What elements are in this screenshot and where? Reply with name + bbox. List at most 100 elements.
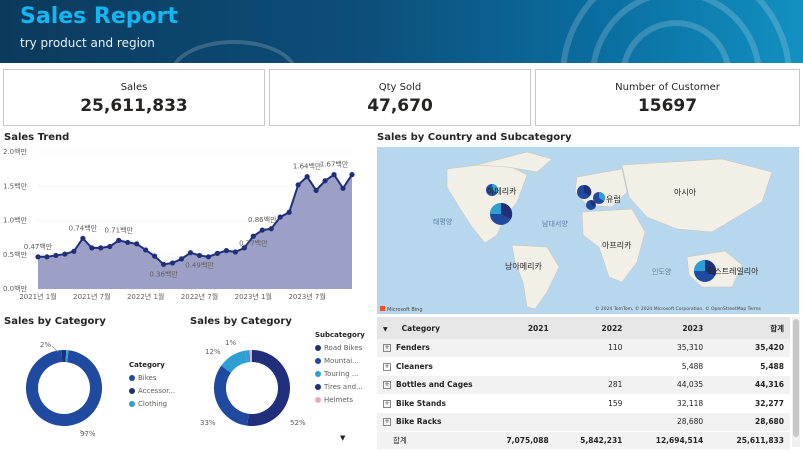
map-title: Sales by Country and Subcategory xyxy=(377,132,572,143)
trend-points xyxy=(35,172,355,267)
trend-point[interactable] xyxy=(178,256,185,262)
trend-point[interactable] xyxy=(62,251,68,257)
sales-map[interactable]: 아메리카 유럽 아시아 아프리카 남아메리카 오스트레일리아 태평양 남대서양 … xyxy=(377,147,799,314)
legend-item-touring[interactable]: Touring ... xyxy=(315,370,375,378)
category-donut-chart[interactable]: 2% 97% xyxy=(0,330,125,445)
bubble-us-west[interactable] xyxy=(486,184,498,196)
trend-point[interactable] xyxy=(71,248,77,254)
expand-icon[interactable]: + xyxy=(383,362,391,371)
donut-slice[interactable] xyxy=(247,350,290,426)
donut-slice[interactable] xyxy=(221,350,248,373)
table-row[interactable]: + Bike Stands 159 32,118 32,277 xyxy=(377,394,790,413)
column-header[interactable]: 2023 xyxy=(628,317,710,339)
trend-point[interactable] xyxy=(313,187,319,193)
trend-point[interactable] xyxy=(259,227,265,233)
trend-data-label: 0.74백만 xyxy=(69,223,98,232)
bubble-germany[interactable] xyxy=(593,192,605,204)
kpi-qty-card[interactable]: Qty Sold 47,670 xyxy=(269,69,531,126)
trend-point[interactable] xyxy=(286,209,292,215)
bubble-us[interactable] xyxy=(490,202,513,225)
trend-point[interactable] xyxy=(223,248,229,254)
table-cell: 28,680 xyxy=(628,412,710,432)
table-row[interactable]: + Cleaners 5,488 5,488 xyxy=(377,357,790,376)
trend-point[interactable] xyxy=(35,254,41,260)
kpi-customers-card[interactable]: Number of Customer 15697 xyxy=(535,69,800,126)
trend-point[interactable] xyxy=(322,178,328,184)
matrix-scrollbar[interactable] xyxy=(792,317,800,447)
bubble-france[interactable] xyxy=(586,200,596,210)
legend-label: Helmets xyxy=(324,396,354,404)
sales-matrix[interactable]: ▼ Category 2021 2022 2023 합계 + Fenders 110… xyxy=(377,317,790,450)
trend-point[interactable] xyxy=(196,252,203,259)
trend-point[interactable] xyxy=(250,233,256,239)
column-header[interactable]: 합계 xyxy=(709,317,790,339)
trend-point[interactable] xyxy=(125,239,131,246)
scrollbar-thumb[interactable] xyxy=(793,319,799,437)
trend-point[interactable] xyxy=(116,237,122,243)
trend-point[interactable] xyxy=(331,172,337,178)
trend-point[interactable] xyxy=(134,241,140,247)
donut-slice[interactable] xyxy=(61,350,67,363)
x-tick-label: 2021년 7월 xyxy=(73,292,110,301)
table-row[interactable]: + Bike Racks 28,680 28,680 xyxy=(377,412,790,432)
trend-point[interactable] xyxy=(187,250,194,256)
trend-point[interactable] xyxy=(53,252,59,259)
expand-icon[interactable]: + xyxy=(383,418,391,427)
table-cell: 281 xyxy=(554,375,629,395)
trend-point[interactable] xyxy=(107,243,113,250)
trend-point[interactable] xyxy=(98,245,104,251)
legend-item-mountain[interactable]: Mountai... xyxy=(315,357,375,365)
trend-point[interactable] xyxy=(277,214,283,220)
legend-item-bikes[interactable]: Bikes xyxy=(129,374,175,382)
trend-point[interactable] xyxy=(89,245,95,251)
trend-point[interactable] xyxy=(268,226,274,232)
donut-slice[interactable] xyxy=(244,350,251,363)
expand-icon[interactable]: + xyxy=(383,381,391,390)
trend-point[interactable] xyxy=(143,247,149,253)
trend-point[interactable] xyxy=(80,235,86,241)
column-header[interactable]: 2021 xyxy=(481,317,555,339)
donut-slice[interactable] xyxy=(249,350,252,363)
trend-point[interactable] xyxy=(304,174,310,180)
trend-point[interactable] xyxy=(295,182,301,188)
subcategory-donut-chart[interactable]: 1% 12% 33% 52% xyxy=(188,330,313,445)
y-tick-label: 0.0백만 xyxy=(3,284,28,293)
table-row[interactable]: + Bottles and Cages 281 44,035 44,316 xyxy=(377,375,790,395)
trend-point[interactable] xyxy=(349,172,355,178)
legend-item-accessories[interactable]: Accessor... xyxy=(129,387,175,395)
table-cell: 32,277 xyxy=(709,394,790,413)
column-header[interactable]: 2022 xyxy=(554,317,629,339)
y-tick-label: 2.0백만 xyxy=(3,147,28,156)
table-row[interactable]: + Fenders 110 35,310 35,420 xyxy=(377,339,790,358)
donut-slice[interactable] xyxy=(65,350,69,363)
trend-point[interactable] xyxy=(169,260,176,266)
map-attribution[interactable]: © 2024 TomTom, © 2024 Microsoft Corporat… xyxy=(595,307,761,312)
legend-item-road-bikes[interactable]: Road Bikes xyxy=(315,344,375,352)
trend-point[interactable] xyxy=(241,245,247,251)
sales-trend-title: Sales Trend xyxy=(4,132,70,143)
trend-point[interactable] xyxy=(44,254,50,260)
leader-line xyxy=(51,345,59,353)
legend-item-clothing[interactable]: Clothing xyxy=(129,400,175,408)
expand-icon[interactable]: + xyxy=(383,399,391,408)
sort-down-icon[interactable]: ▼ xyxy=(383,325,388,333)
expand-icon[interactable]: + xyxy=(383,344,391,353)
bubble-australia[interactable] xyxy=(694,259,717,282)
legend-scroll-down-icon[interactable]: ▼ xyxy=(340,434,346,442)
trend-point[interactable] xyxy=(232,249,238,255)
trend-point[interactable] xyxy=(214,250,221,256)
trend-data-label: 0.86백만 xyxy=(248,215,277,224)
bubble-uk[interactable] xyxy=(577,184,592,199)
legend-item-tires[interactable]: Tires and... xyxy=(315,383,375,391)
kpi-sales-card[interactable]: Sales 25,611,833 xyxy=(3,69,265,126)
trend-point[interactable] xyxy=(152,253,158,259)
legend-item-helmets[interactable]: Helmets xyxy=(315,396,375,404)
donut-slice[interactable] xyxy=(25,350,102,426)
column-header[interactable]: ▼ Category xyxy=(377,317,481,339)
table-cell: 32,118 xyxy=(628,394,710,413)
trend-point[interactable] xyxy=(340,185,346,191)
trend-point[interactable] xyxy=(205,254,212,260)
trend-point[interactable] xyxy=(161,261,167,267)
donut-slice[interactable] xyxy=(214,365,249,426)
